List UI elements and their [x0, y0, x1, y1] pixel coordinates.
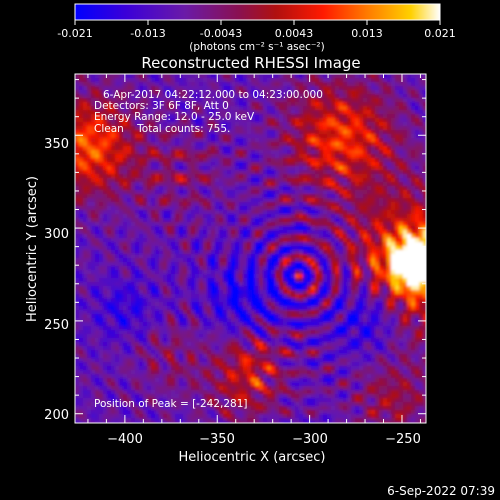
y-tick-label: 250 — [44, 318, 69, 333]
x-tick-label: −400 — [107, 432, 143, 447]
colorbar-gradient — [74, 3, 441, 21]
x-axis-label: Heliocentric X (arcsec) — [179, 450, 326, 465]
y-axis-label: Heliocentric Y (arcsec) — [25, 176, 40, 322]
colorbar-tick-label: 0.0043 — [275, 27, 314, 40]
axis-ticks — [75, 74, 426, 423]
timestamp: 6-Sep-2022 07:39 — [387, 484, 495, 498]
colorbar-tick-label: 0.021 — [424, 27, 456, 40]
colorbar: -0.021 -0.013 -0.0043 0.0043 0.013 0.021… — [57, 3, 456, 53]
annotation-time-range: 6-Apr-2017 04:22:12.000 to 04:23:00.000 — [103, 89, 323, 101]
annotation-detectors: Detectors: 3F 6F 8F, Att 0 — [94, 100, 229, 112]
peak-position-label: Position of Peak = [-242,281] — [94, 398, 248, 410]
y-tick-label: 350 — [44, 137, 69, 152]
x-tick-label: −350 — [199, 432, 235, 447]
y-tick-label: 200 — [44, 408, 69, 423]
x-tick-label: −250 — [385, 432, 421, 447]
colorbar-tick-label: -0.0043 — [200, 27, 242, 40]
y-tick-label: 300 — [44, 227, 69, 242]
colorbar-tick-label: -0.021 — [57, 27, 92, 40]
annotation-clean-counts: Clean Total counts: 755. — [94, 123, 230, 135]
heatmap-image — [75, 74, 426, 423]
annotation-energy-range: Energy Range: 12.0 - 25.0 keV — [94, 111, 255, 123]
colorbar-ticks — [74, 20, 441, 25]
plot-frame — [74, 73, 427, 424]
colorbar-unit-label: (photons cm⁻² s⁻¹ asec⁻²) — [189, 41, 324, 53]
x-tick-label: −300 — [292, 432, 328, 447]
annotations: 6-Apr-2017 04:22:12.000 to 04:23:00.000 … — [94, 89, 323, 410]
colorbar-tick-label: 0.013 — [351, 27, 383, 40]
colorbar-tick-label: -0.013 — [130, 27, 165, 40]
chart-title: Reconstructed RHESSI Image — [141, 54, 360, 72]
